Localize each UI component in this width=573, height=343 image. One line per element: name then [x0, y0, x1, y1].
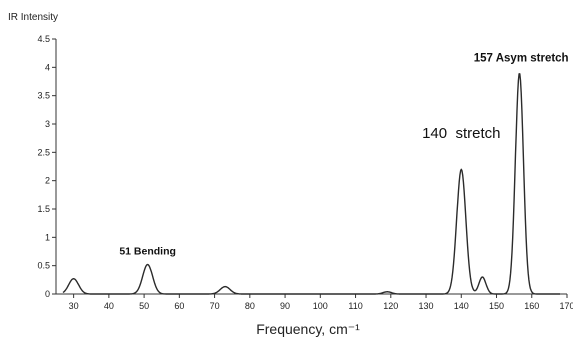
x-tick-label: 70 [210, 301, 220, 311]
x-tick-label: 140 [454, 301, 469, 311]
x-tick-label: 50 [139, 301, 149, 311]
x-tick-label: 120 [383, 301, 398, 311]
x-tick-label: 110 [348, 301, 362, 311]
spectrum-line [62, 73, 560, 295]
annotation-157-asym-stretch: 157 Asym stretch [474, 53, 569, 65]
y-tick-label: 3 [45, 119, 50, 129]
x-tick-label: 30 [69, 301, 79, 311]
annotation-140-stretch: 140 stretch [422, 125, 500, 142]
x-tick-label: 80 [245, 301, 255, 311]
y-tick-label: 2.5 [37, 147, 50, 157]
x-tick-label: 60 [174, 301, 184, 311]
y-tick-label: 2 [45, 176, 50, 186]
x-tick-label: 40 [104, 301, 114, 311]
y-tick-label: 1 [45, 232, 50, 242]
x-tick-label: 170 [559, 301, 573, 311]
y-tick-label: 1.5 [37, 204, 50, 214]
annotation-51-bending: 51 Bending [119, 245, 176, 257]
y-tick-label: 3.5 [37, 91, 50, 101]
y-tick-label: 0 [45, 289, 50, 299]
x-tick-label: 100 [313, 301, 328, 311]
y-tick-label: 0.5 [37, 261, 50, 271]
x-ticks: 30 40 50 60 70 80 90 100 110 120 130 140 150 160 170 [69, 294, 573, 311]
x-tick-label: 90 [280, 301, 290, 311]
y-tick-label: 4.5 [37, 34, 50, 44]
y-tick-label: 4 [45, 62, 50, 72]
x-axis-label: Frequency, cm⁻¹ [256, 321, 360, 337]
peak-annotations: 51 Bending 140 stretch 157 Asym stretch [119, 53, 568, 258]
y-axis-label: IR Intensity [8, 12, 58, 23]
y-ticks: 0 0.5 1 1.5 2 2.5 3 3.5 4 4.5 [37, 34, 56, 299]
x-tick-label: 150 [489, 301, 504, 311]
x-tick-label: 160 [524, 301, 539, 311]
x-tick-label: 130 [419, 301, 434, 311]
